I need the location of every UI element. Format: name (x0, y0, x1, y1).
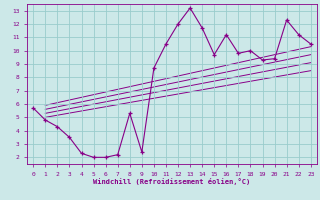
X-axis label: Windchill (Refroidissement éolien,°C): Windchill (Refroidissement éolien,°C) (93, 178, 251, 185)
